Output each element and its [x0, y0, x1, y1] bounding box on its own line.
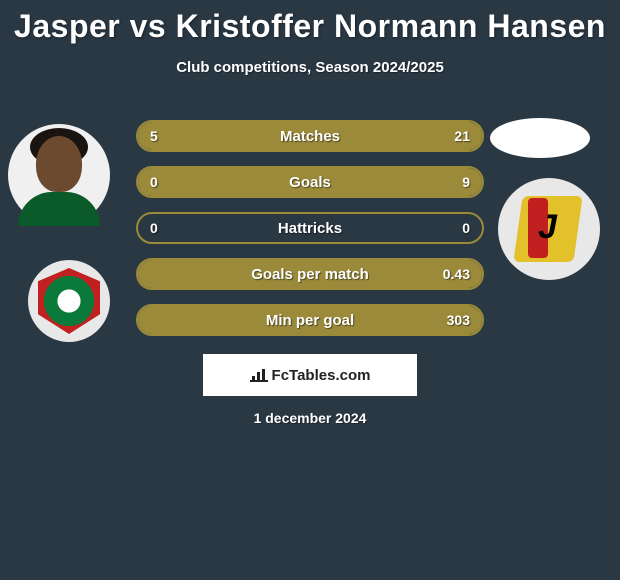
- stat-bar: 0.43Goals per match: [136, 258, 484, 290]
- stat-bar: 00Hattricks: [136, 212, 484, 244]
- club-right-badge: J: [498, 178, 600, 280]
- date-text: 1 december 2024: [0, 410, 620, 426]
- stat-label: Goals: [138, 168, 482, 196]
- club-left-badge: [28, 260, 110, 342]
- brand-footer: FcTables.com: [203, 354, 417, 396]
- player-right-avatar: [490, 118, 590, 158]
- stat-label: Matches: [138, 122, 482, 150]
- chart-icon: [250, 368, 268, 382]
- stat-bar: 521Matches: [136, 120, 484, 152]
- stat-bar: 09Goals: [136, 166, 484, 198]
- stats-comparison: 521Matches 09Goals 00Hattricks 0.43Goals pe…: [136, 120, 484, 350]
- stat-label: Min per goal: [138, 306, 482, 334]
- page-subtitle: Club competitions, Season 2024/2025: [0, 59, 620, 76]
- page-title: Jasper vs Kristoffer Normann Hansen: [0, 0, 620, 45]
- player-left-avatar: [8, 124, 110, 226]
- stat-label: Goals per match: [138, 260, 482, 288]
- stat-label: Hattricks: [138, 214, 482, 242]
- brand-text: FcTables.com: [272, 367, 371, 384]
- stat-bar: 303Min per goal: [136, 304, 484, 336]
